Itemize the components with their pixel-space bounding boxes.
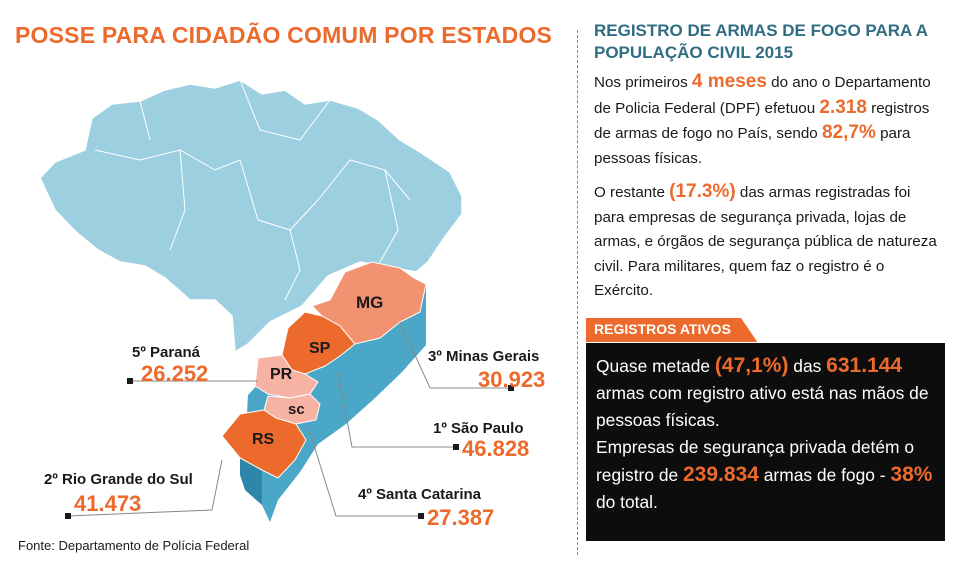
- registros-box-text: Quase metade (47,1%) das 631.144 armas c…: [596, 354, 933, 512]
- bullet-minas: [508, 385, 514, 391]
- state-rs-shape: [221, 409, 307, 479]
- highlight-82-7: 82,7%: [821, 122, 876, 143]
- highlight-2318: 2.318: [819, 96, 867, 118]
- column-divider: [577, 30, 578, 555]
- registros-box: [586, 343, 945, 541]
- bullet-saopaulo: [453, 444, 459, 450]
- highlight-631144: 631.144: [826, 354, 903, 377]
- label-minas: 3º Minas Gerais: [428, 348, 540, 365]
- highlight-38: 38%: [890, 463, 933, 486]
- highlight-239834: 239.834: [683, 463, 759, 486]
- bullet-parana: [127, 378, 133, 384]
- state-mg-shape: [311, 261, 427, 345]
- state-code-mg: MG: [356, 293, 383, 312]
- value-rs: 41.473: [74, 491, 142, 516]
- source-note: Fonte: Departamento de Polícia Federal: [18, 538, 250, 553]
- state-borders: [94, 79, 411, 301]
- map-title: POSSE PARA CIDADÃO COMUM POR ESTADOS: [15, 22, 553, 48]
- paragraph-2: O restante (17.3%) das armas registradas…: [594, 181, 937, 299]
- state-code-pr: PR: [270, 366, 293, 383]
- highlight-47-1: (47,1%): [714, 354, 789, 377]
- label-parana: 5º Paraná: [132, 344, 201, 361]
- label-saopaulo: 1º São Paulo: [433, 420, 524, 437]
- map-extrusion-dark: [240, 458, 262, 505]
- highlight-4-meses: 4 meses: [691, 71, 767, 92]
- registros-tab-label: REGISTROS ATIVOS: [594, 321, 731, 337]
- label-rs: 2º Rio Grande do Sul: [44, 471, 193, 488]
- value-sc: 27.387: [427, 505, 495, 530]
- brazil-map: MG SP PR sc RS: [39, 79, 508, 522]
- state-code-rs: RS: [252, 431, 275, 448]
- bullet-rs: [65, 513, 71, 519]
- value-parana: 26.252: [141, 361, 209, 386]
- bullet-sc: [418, 513, 424, 519]
- paragraph-1: Nos primeiros 4 meses do ano o Departame…: [594, 71, 931, 167]
- state-code-sp: SP: [309, 340, 331, 357]
- state-code-sc: sc: [288, 401, 305, 418]
- highlight-17-3: (17.3%): [669, 181, 736, 202]
- registros-tab-shape: [586, 318, 758, 342]
- info-title: REGISTRO DE ARMAS DE FOGO PARA A POPULAÇ…: [594, 21, 928, 62]
- label-sc: 4º Santa Catarina: [358, 486, 482, 503]
- brazil-outline: [39, 79, 463, 354]
- state-pr-shape: [254, 354, 319, 399]
- value-minas: 30.923: [478, 367, 546, 392]
- value-saopaulo: 46.828: [462, 436, 530, 461]
- leader-lines: [67, 321, 508, 517]
